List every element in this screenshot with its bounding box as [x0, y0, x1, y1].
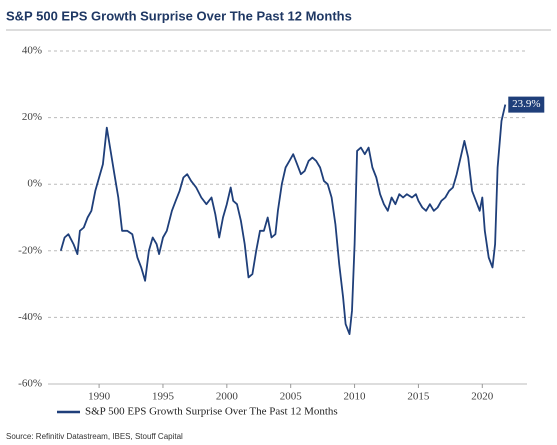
annotation-label: 23.9%: [512, 98, 540, 110]
y-tick-label: 20%: [22, 111, 42, 123]
source: Source: Refinitiv Datastream, IBES, Stou…: [6, 432, 183, 441]
series-line: [59, 104, 507, 335]
x-tick-label: 2015: [407, 391, 430, 403]
y-tick-label: -60%: [18, 378, 42, 390]
y-tick-label: -20%: [18, 244, 42, 256]
x-tick-label: 2020: [471, 391, 494, 403]
legend-label: S&P 500 EPS Growth Surprise Over The Pas…: [85, 406, 338, 418]
annotation-box: [508, 96, 545, 113]
x-tick-label: 1995: [152, 391, 175, 403]
y-tick-label: 0%: [27, 178, 42, 190]
x-tick-label: 2000: [216, 391, 239, 403]
chart-title: S&P 500 EPS Growth Surprise Over The Pas…: [6, 8, 352, 23]
y-tick-label: 40%: [22, 45, 42, 57]
x-tick-label: 2010: [344, 391, 367, 403]
x-tick-label: 1990: [88, 391, 111, 403]
y-tick-label: -40%: [18, 311, 42, 323]
x-tick-label: 2005: [280, 391, 303, 403]
